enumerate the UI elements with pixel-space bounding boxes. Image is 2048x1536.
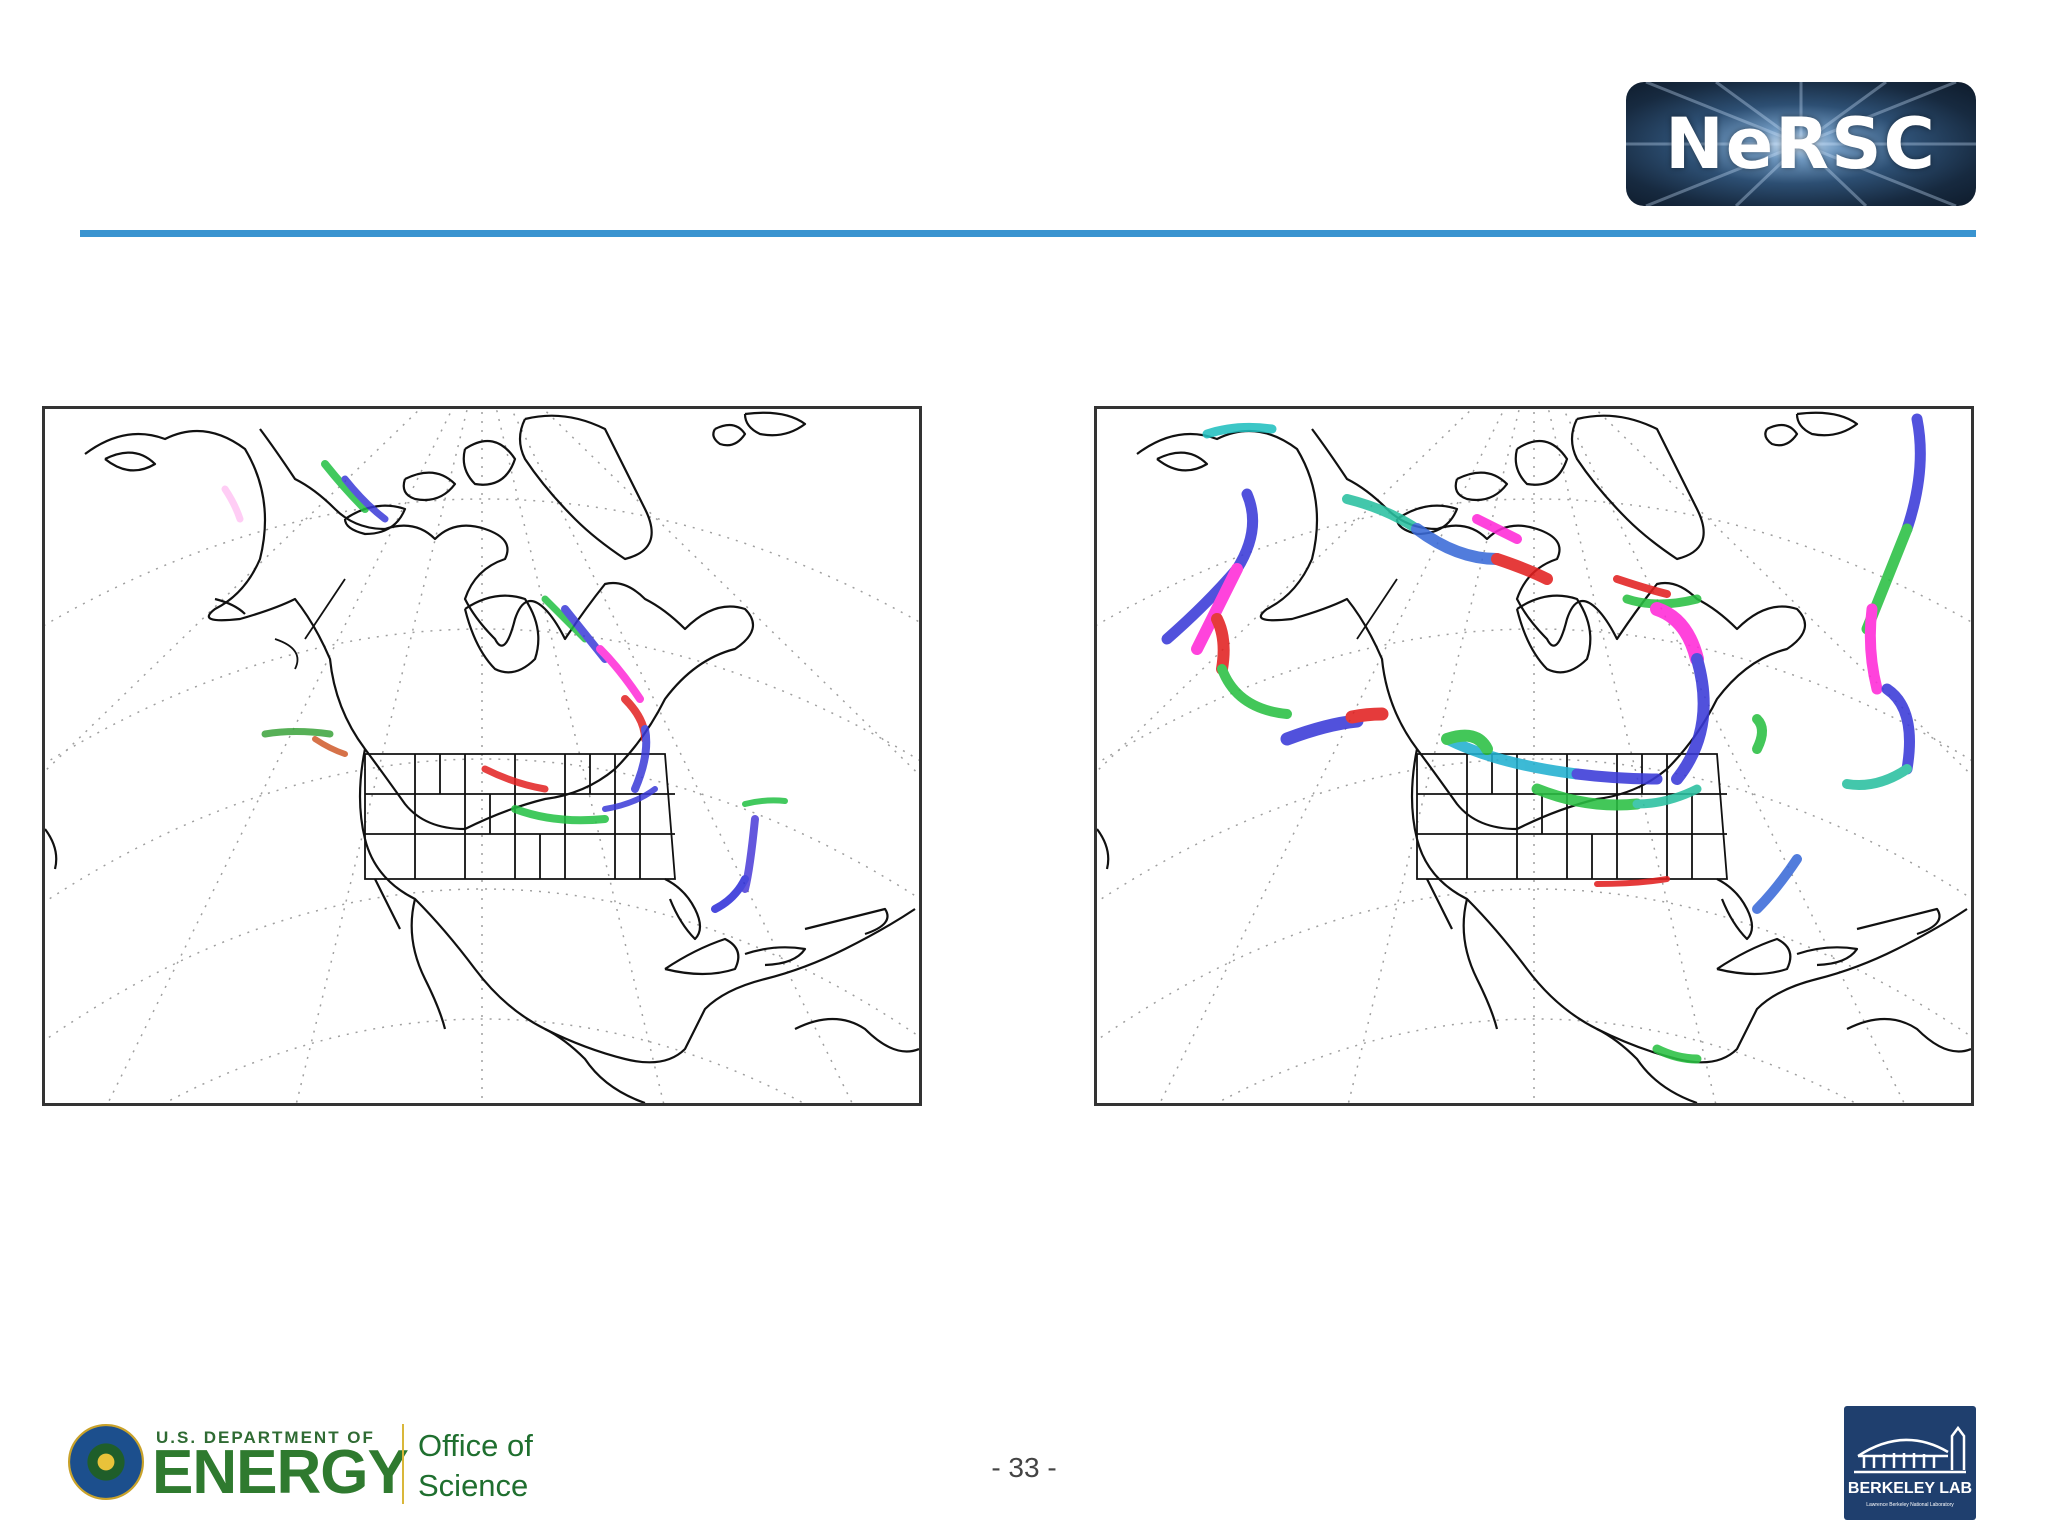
nersc-logo: NeRSC: [1626, 82, 1976, 206]
doe-office-of-science-logo: U.S. DEPARTMENT OF ENERGY Office of Scie…: [66, 1418, 556, 1518]
doe-office-label: Office of Science: [418, 1428, 533, 1503]
nersc-logo-rays: [1626, 82, 1976, 206]
map-panel-left: [42, 406, 922, 1106]
berkeley-lab-label: BERKELEY LAB: [1847, 1480, 1973, 1497]
doe-department-label: U.S. DEPARTMENT OF: [156, 1428, 375, 1447]
page-number: - 33 -: [991, 1452, 1057, 1483]
doe-energy-label: ENERGY: [152, 1438, 409, 1507]
nersc-logo-text: NeRSC: [1665, 103, 1937, 185]
map-panel-right: [1094, 406, 1974, 1106]
berkeley-lab-logo: BERKELEY LAB Lawrence Berkeley National …: [1844, 1406, 1976, 1520]
title-rule: [80, 230, 1976, 237]
berkeley-lab-sublabel: Lawrence Berkeley National Laboratory: [1866, 1502, 1954, 1508]
doe-logo-divider: [402, 1424, 404, 1504]
north-america-map-right: [1097, 409, 1971, 1103]
north-america-map-left: [45, 409, 919, 1103]
berkeley-lab-building-icon: [1854, 1425, 1966, 1474]
doe-seal-icon: [68, 1424, 144, 1500]
